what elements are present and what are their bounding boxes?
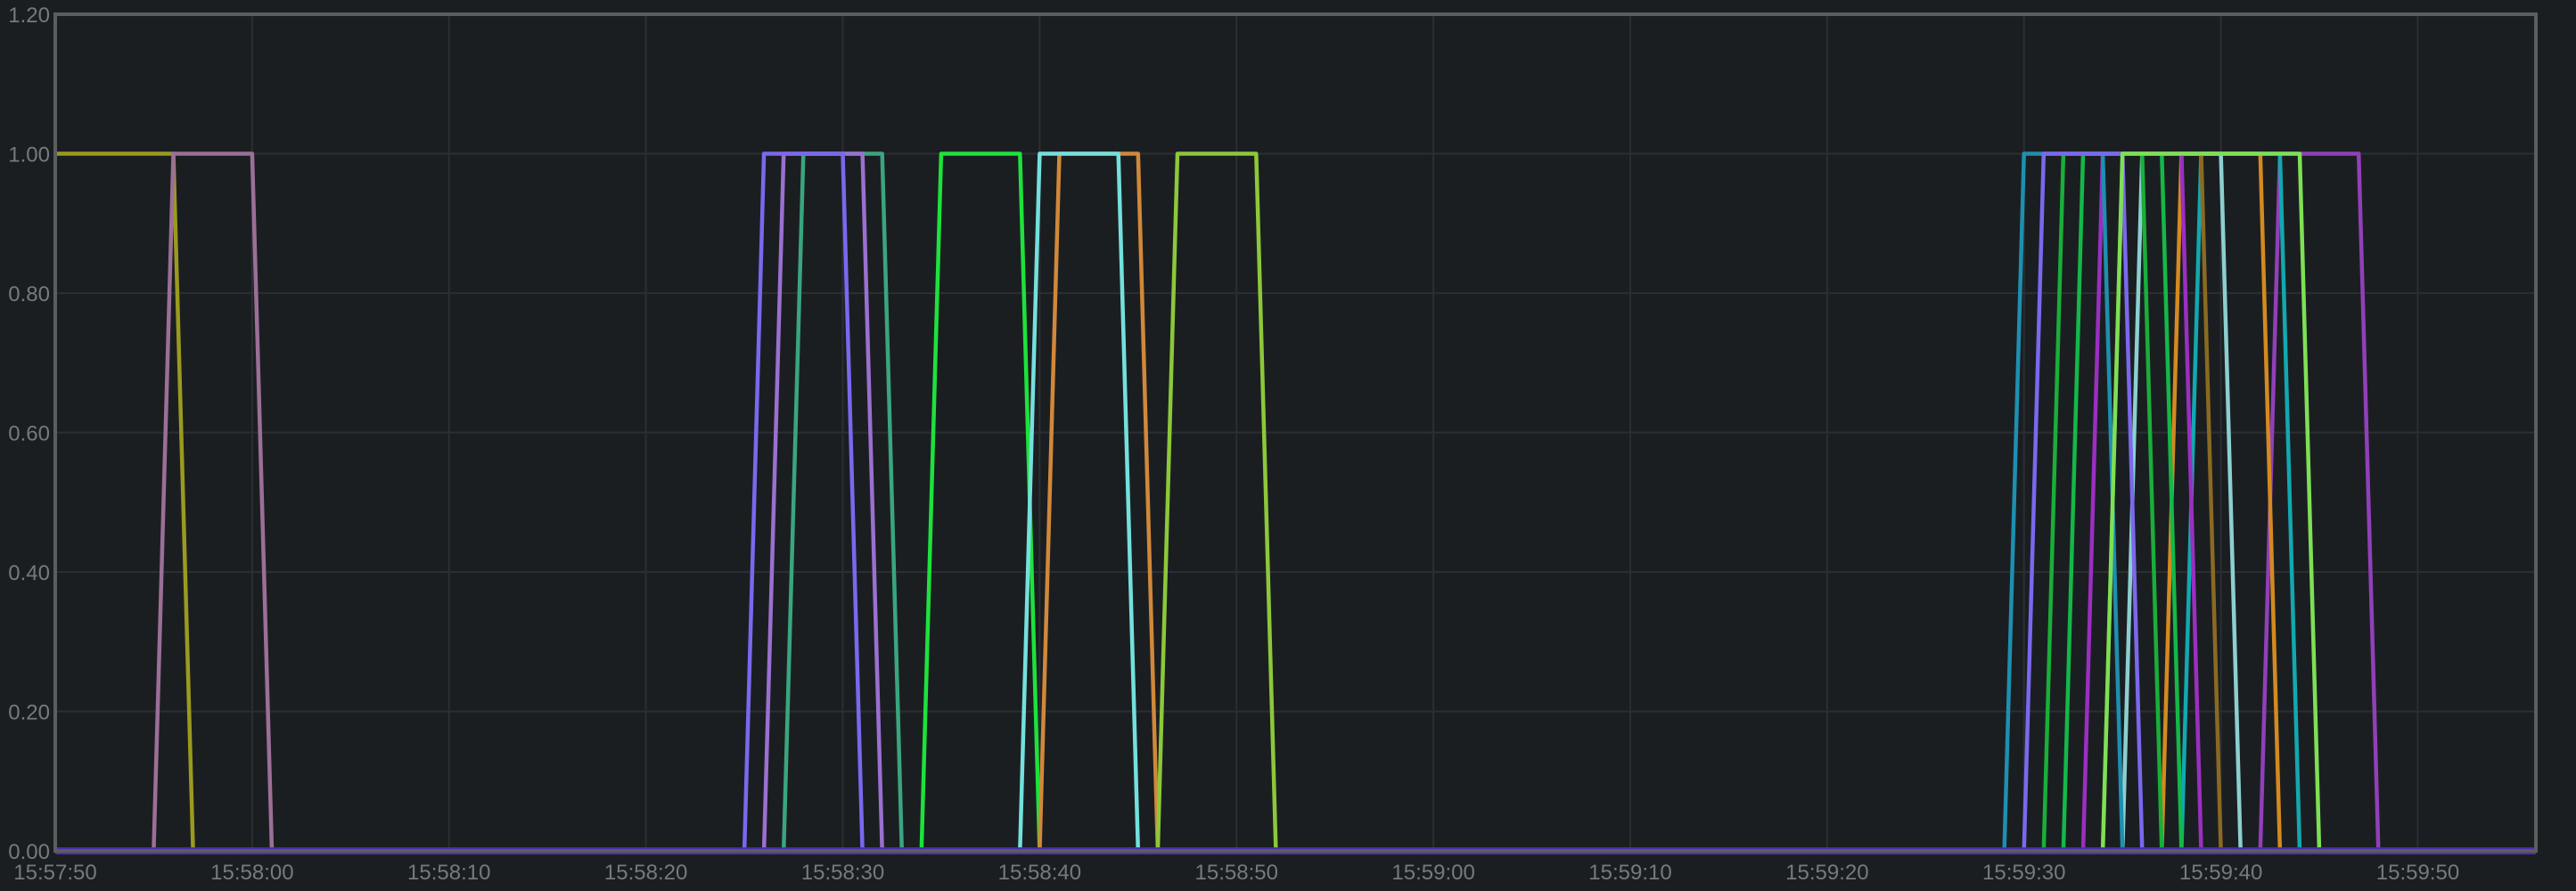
x-tick-label: 15:59:50: [2376, 861, 2459, 885]
x-tick-label: 15:59:10: [1588, 861, 1671, 885]
y-axis-ticks: 0.00 0.20 0.40 0.60 0.80 1.00 1.20: [8, 4, 50, 864]
y-tick-label: 0.80: [8, 282, 50, 307]
x-tick-label: 15:59:20: [1785, 861, 1868, 885]
y-tick-label: 1.20: [8, 4, 50, 28]
y-tick-label: 0.60: [8, 422, 50, 446]
x-tick-label: 15:58:40: [998, 861, 1081, 885]
plot-border: [53, 12, 2538, 853]
x-axis-ticks: 15:57:50 15:58:00 15:58:10 15:58:20 15:58:30…: [13, 861, 2459, 885]
x-tick-label: 15:58:20: [604, 861, 687, 885]
y-tick-label: 0.00: [8, 840, 50, 864]
x-tick-label: 15:59:40: [2179, 861, 2262, 885]
x-tick-label: 15:59:30: [1982, 861, 2065, 885]
y-tick-label: 1.00: [8, 143, 50, 168]
y-tick-label: 0.40: [8, 561, 50, 585]
series-line-7: [1018, 151, 1141, 852]
series-line-4: [742, 151, 865, 852]
series-line-19: [2100, 151, 2322, 852]
series-line-1: [152, 151, 275, 852]
x-tick-label: 15:58:50: [1195, 861, 1278, 885]
x-tick-label: 15:58:30: [801, 861, 884, 885]
series-line-18: [2022, 151, 2145, 852]
y-tick-label: 0.20: [8, 701, 50, 725]
series-line-8: [1155, 151, 1278, 852]
x-tick-label: 15:59:00: [1391, 861, 1474, 885]
x-tick-label: 15:57:50: [13, 861, 96, 885]
x-tick-label: 15:58:10: [407, 861, 490, 885]
x-tick-label: 15:58:00: [210, 861, 293, 885]
